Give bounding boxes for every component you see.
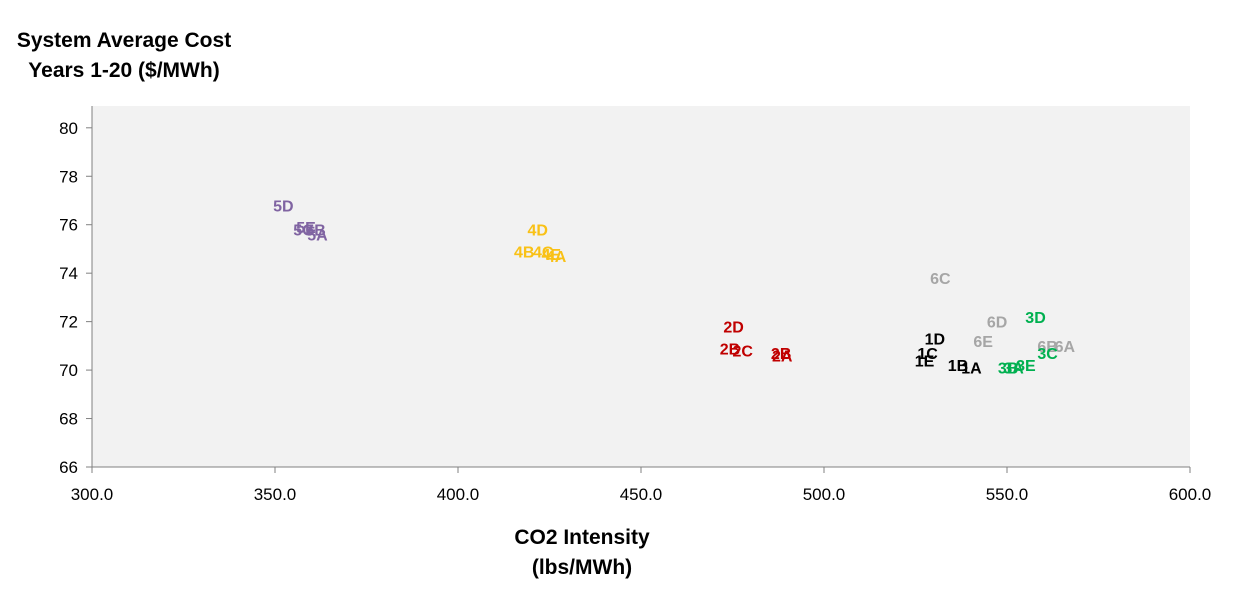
data-point-1a: 1A xyxy=(961,361,982,378)
data-point-6e: 6E xyxy=(973,334,993,351)
y-tick-label: 78 xyxy=(59,167,78,186)
y-tick-label: 74 xyxy=(59,264,78,283)
data-point-4a: 4A xyxy=(546,249,567,266)
x-tick-label: 500.0 xyxy=(803,485,846,504)
x-tick-label: 350.0 xyxy=(254,485,297,504)
data-point-6d: 6D xyxy=(987,315,1007,332)
data-point-3b: 3B xyxy=(998,361,1018,378)
y-axis-title-line-1: System Average Cost xyxy=(16,29,232,52)
data-point-3d: 3D xyxy=(1025,310,1045,327)
x-tick-label: 400.0 xyxy=(437,485,480,504)
data-point-5c: 5C xyxy=(293,223,314,240)
data-point-3c: 3C xyxy=(1037,346,1058,363)
data-point-2a: 2A xyxy=(772,349,793,366)
data-point-2c: 2C xyxy=(733,344,754,361)
plot-area xyxy=(92,106,1190,467)
y-axis-title: System Average Cost Years 1-20 ($/MWh) xyxy=(14,26,234,86)
x-tick-label: 600.0 xyxy=(1169,485,1212,504)
y-axis-title-line-2: Years 1-20 ($/MWh) xyxy=(28,59,220,82)
data-point-4e: 4E xyxy=(541,247,561,264)
data-point-6a: 6A xyxy=(1055,339,1076,356)
data-point-1b: 1B xyxy=(948,358,968,375)
data-point-1e: 1E xyxy=(915,353,935,370)
x-tick-label: 300.0 xyxy=(71,485,114,504)
data-point-5b: 5B xyxy=(305,223,325,240)
y-tick-label: 76 xyxy=(59,216,78,235)
data-point-4b: 4B xyxy=(514,244,534,261)
y-tick-label: 68 xyxy=(59,410,78,429)
x-axis-title: CO2 Intensity (lbs/MWh) xyxy=(472,523,692,583)
data-point-6b: 6B xyxy=(1037,339,1057,356)
data-point-2b: 2B xyxy=(771,346,791,363)
x-tick-label: 550.0 xyxy=(986,485,1029,504)
data-point-4c: 4C xyxy=(533,244,554,261)
y-tick-label: 72 xyxy=(59,313,78,332)
x-axis-title-line-2: (lbs/MWh) xyxy=(531,556,633,579)
data-point-3e: 3E xyxy=(1016,358,1036,375)
data-point-2b: 2B xyxy=(720,341,740,358)
axes: 66 68 70 72 74 76 78 80 300.0 350.0 400.0 450.0 500.… xyxy=(59,106,1211,504)
data-point-4d: 4D xyxy=(528,223,548,240)
data-point-3a: 3A xyxy=(1003,361,1024,378)
data-point-6c: 6C xyxy=(930,271,951,288)
x-tick-label: 450.0 xyxy=(620,485,663,504)
y-tick-label: 66 xyxy=(59,458,78,477)
y-tick-label: 70 xyxy=(59,361,78,380)
data-point-5e: 5E xyxy=(296,220,316,237)
data-point-5a: 5A xyxy=(307,227,328,244)
data-point-5d: 5D xyxy=(273,198,293,215)
y-tick-label: 80 xyxy=(59,119,78,138)
data-point-2d: 2D xyxy=(723,319,743,336)
x-axis-title-line-1: CO2 Intensity xyxy=(514,526,650,549)
data-point-1c: 1C xyxy=(917,346,938,363)
data-point-1d: 1D xyxy=(925,332,945,349)
